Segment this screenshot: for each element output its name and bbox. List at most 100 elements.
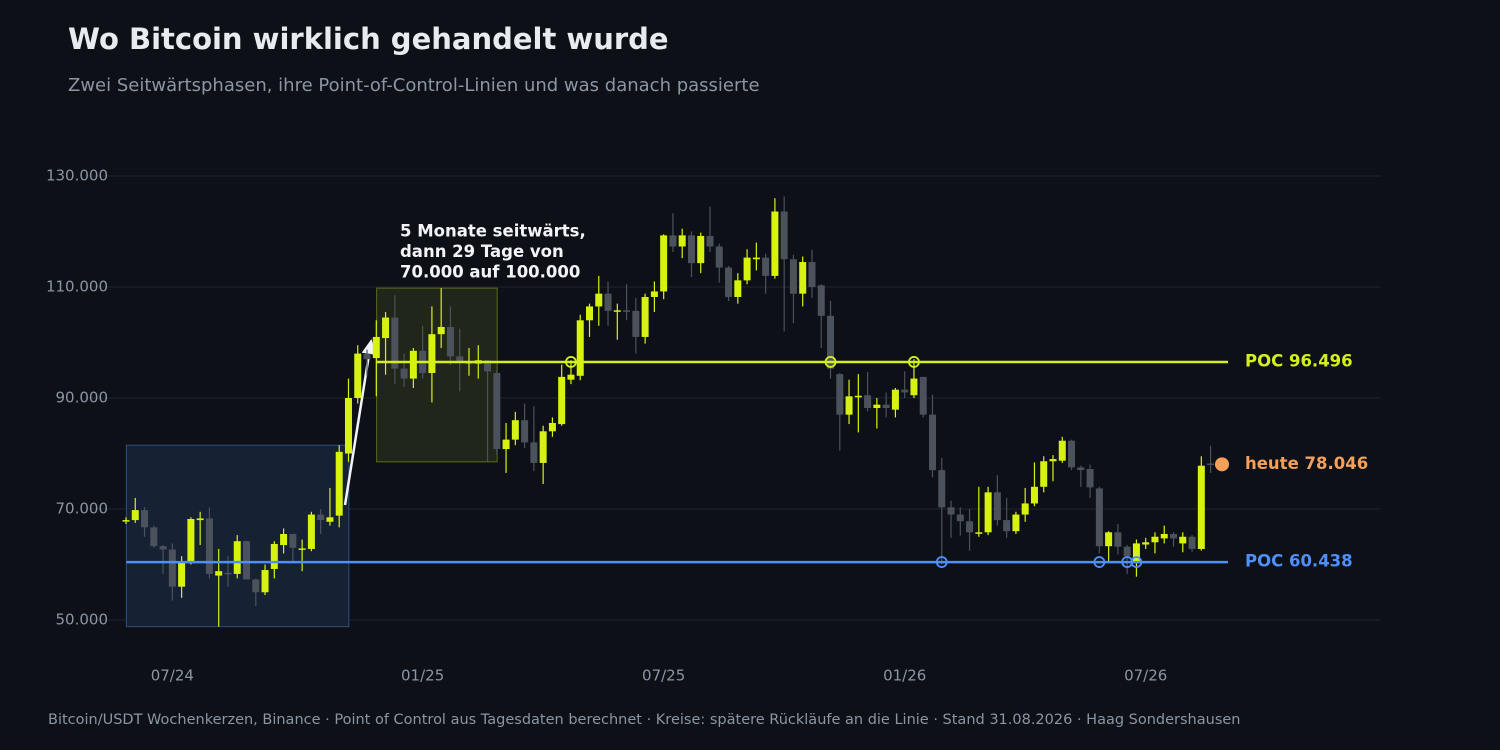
candle-body	[1207, 463, 1215, 465]
candle-body	[511, 420, 519, 440]
candle-body	[827, 315, 835, 369]
candle-body	[178, 561, 186, 587]
candle-body	[725, 267, 733, 297]
candle-body	[956, 514, 964, 522]
candle-body	[762, 257, 770, 276]
candle-body	[437, 326, 445, 335]
candle-body	[910, 378, 918, 396]
candle-body	[493, 373, 501, 450]
candle-body	[261, 570, 269, 593]
candle-body	[632, 310, 640, 337]
candle-body	[1142, 542, 1150, 545]
retest-circle	[824, 356, 837, 368]
candle-body	[1049, 459, 1057, 462]
candle-body	[233, 541, 241, 574]
candle-body	[1095, 488, 1103, 547]
candle-body	[1123, 546, 1131, 557]
candle-body	[780, 211, 788, 260]
candle-body	[205, 518, 213, 574]
candle-body	[641, 296, 649, 337]
candle-body	[1132, 543, 1140, 562]
candle-body	[252, 579, 260, 593]
candle-body	[817, 285, 825, 316]
candle-body	[938, 470, 946, 508]
candle-body	[1077, 467, 1085, 471]
candle-body	[697, 235, 705, 264]
candle-body	[928, 414, 936, 471]
x-tick-label: 07/25	[642, 667, 685, 685]
candle-body	[335, 451, 343, 516]
candle-body	[1170, 533, 1178, 539]
background-layer	[85, 175, 1380, 628]
candle-body	[1068, 440, 1076, 468]
candle-body	[660, 235, 668, 292]
candle-body	[882, 404, 890, 408]
candle-body	[122, 520, 130, 522]
candle-body	[187, 518, 195, 562]
candle-body	[743, 257, 751, 281]
candle-body	[771, 211, 779, 276]
candle-body	[409, 350, 417, 379]
candle-body	[975, 532, 983, 534]
candle-body	[1160, 533, 1168, 539]
candle-body	[558, 376, 566, 425]
footer: Bitcoin/USDT Wochenkerzen, Binance · Poi…	[48, 712, 1241, 728]
retest-circle	[908, 356, 920, 368]
candle-body	[984, 492, 992, 533]
y-tick-label: 130.000	[46, 167, 108, 185]
x-tick-label: 01/25	[401, 667, 444, 685]
candle-body	[224, 572, 232, 575]
candle-body	[150, 527, 158, 547]
candle-body	[1179, 536, 1187, 544]
candle-body	[428, 334, 436, 374]
today-label: heute 78.046	[1245, 454, 1368, 473]
y-tick-label: 90.000	[56, 389, 109, 407]
candle-body	[891, 389, 899, 410]
candle-body	[687, 235, 695, 264]
candle-body	[595, 293, 603, 307]
candle-body	[141, 510, 149, 528]
candle-body	[270, 543, 278, 569]
candle-body	[734, 280, 742, 297]
candle-body	[993, 492, 1001, 521]
candle-body	[196, 518, 204, 521]
y-tick-label: 50.000	[56, 611, 109, 629]
poc-label: POC 60.438	[1245, 552, 1353, 571]
candle-body	[947, 507, 955, 515]
candle-body	[1058, 440, 1066, 461]
candle-body	[363, 353, 371, 360]
chart-subtitle: Zwei Seitwärtsphasen, ihre Point-of-Cont…	[68, 75, 760, 96]
retest-circle	[1130, 556, 1143, 568]
poc-label: POC 96.496	[1245, 351, 1353, 370]
candle-body	[484, 360, 492, 372]
candle-body	[215, 571, 223, 576]
candle-body	[372, 336, 380, 359]
candle-body	[326, 517, 334, 522]
candle-body	[789, 259, 797, 294]
annotation-text: 70.000 auf 100.000	[400, 263, 580, 282]
candle-body	[382, 317, 390, 339]
candle-body	[446, 326, 454, 357]
retest-circle	[565, 356, 577, 368]
x-tick-label: 01/26	[883, 667, 926, 685]
candle-body	[864, 395, 872, 408]
candle-body	[669, 235, 677, 247]
candle-body	[854, 395, 862, 398]
candle-body	[1021, 503, 1029, 515]
candle-body	[808, 262, 816, 287]
candle-body	[1105, 532, 1113, 547]
candle-body	[1012, 514, 1020, 532]
candle-body	[752, 257, 760, 260]
candle-body	[400, 368, 408, 379]
candle-body	[539, 431, 547, 463]
today-dot	[1215, 457, 1229, 472]
chart-title: Wo Bitcoin wirklich gehandelt wurde	[68, 22, 669, 56]
candle-body	[530, 442, 538, 463]
candle-body	[613, 310, 621, 312]
x-tick-label: 07/24	[151, 667, 194, 685]
candle-body	[159, 546, 167, 550]
candle-body	[567, 374, 575, 380]
candle-body	[678, 235, 686, 247]
candle-body	[966, 521, 974, 533]
